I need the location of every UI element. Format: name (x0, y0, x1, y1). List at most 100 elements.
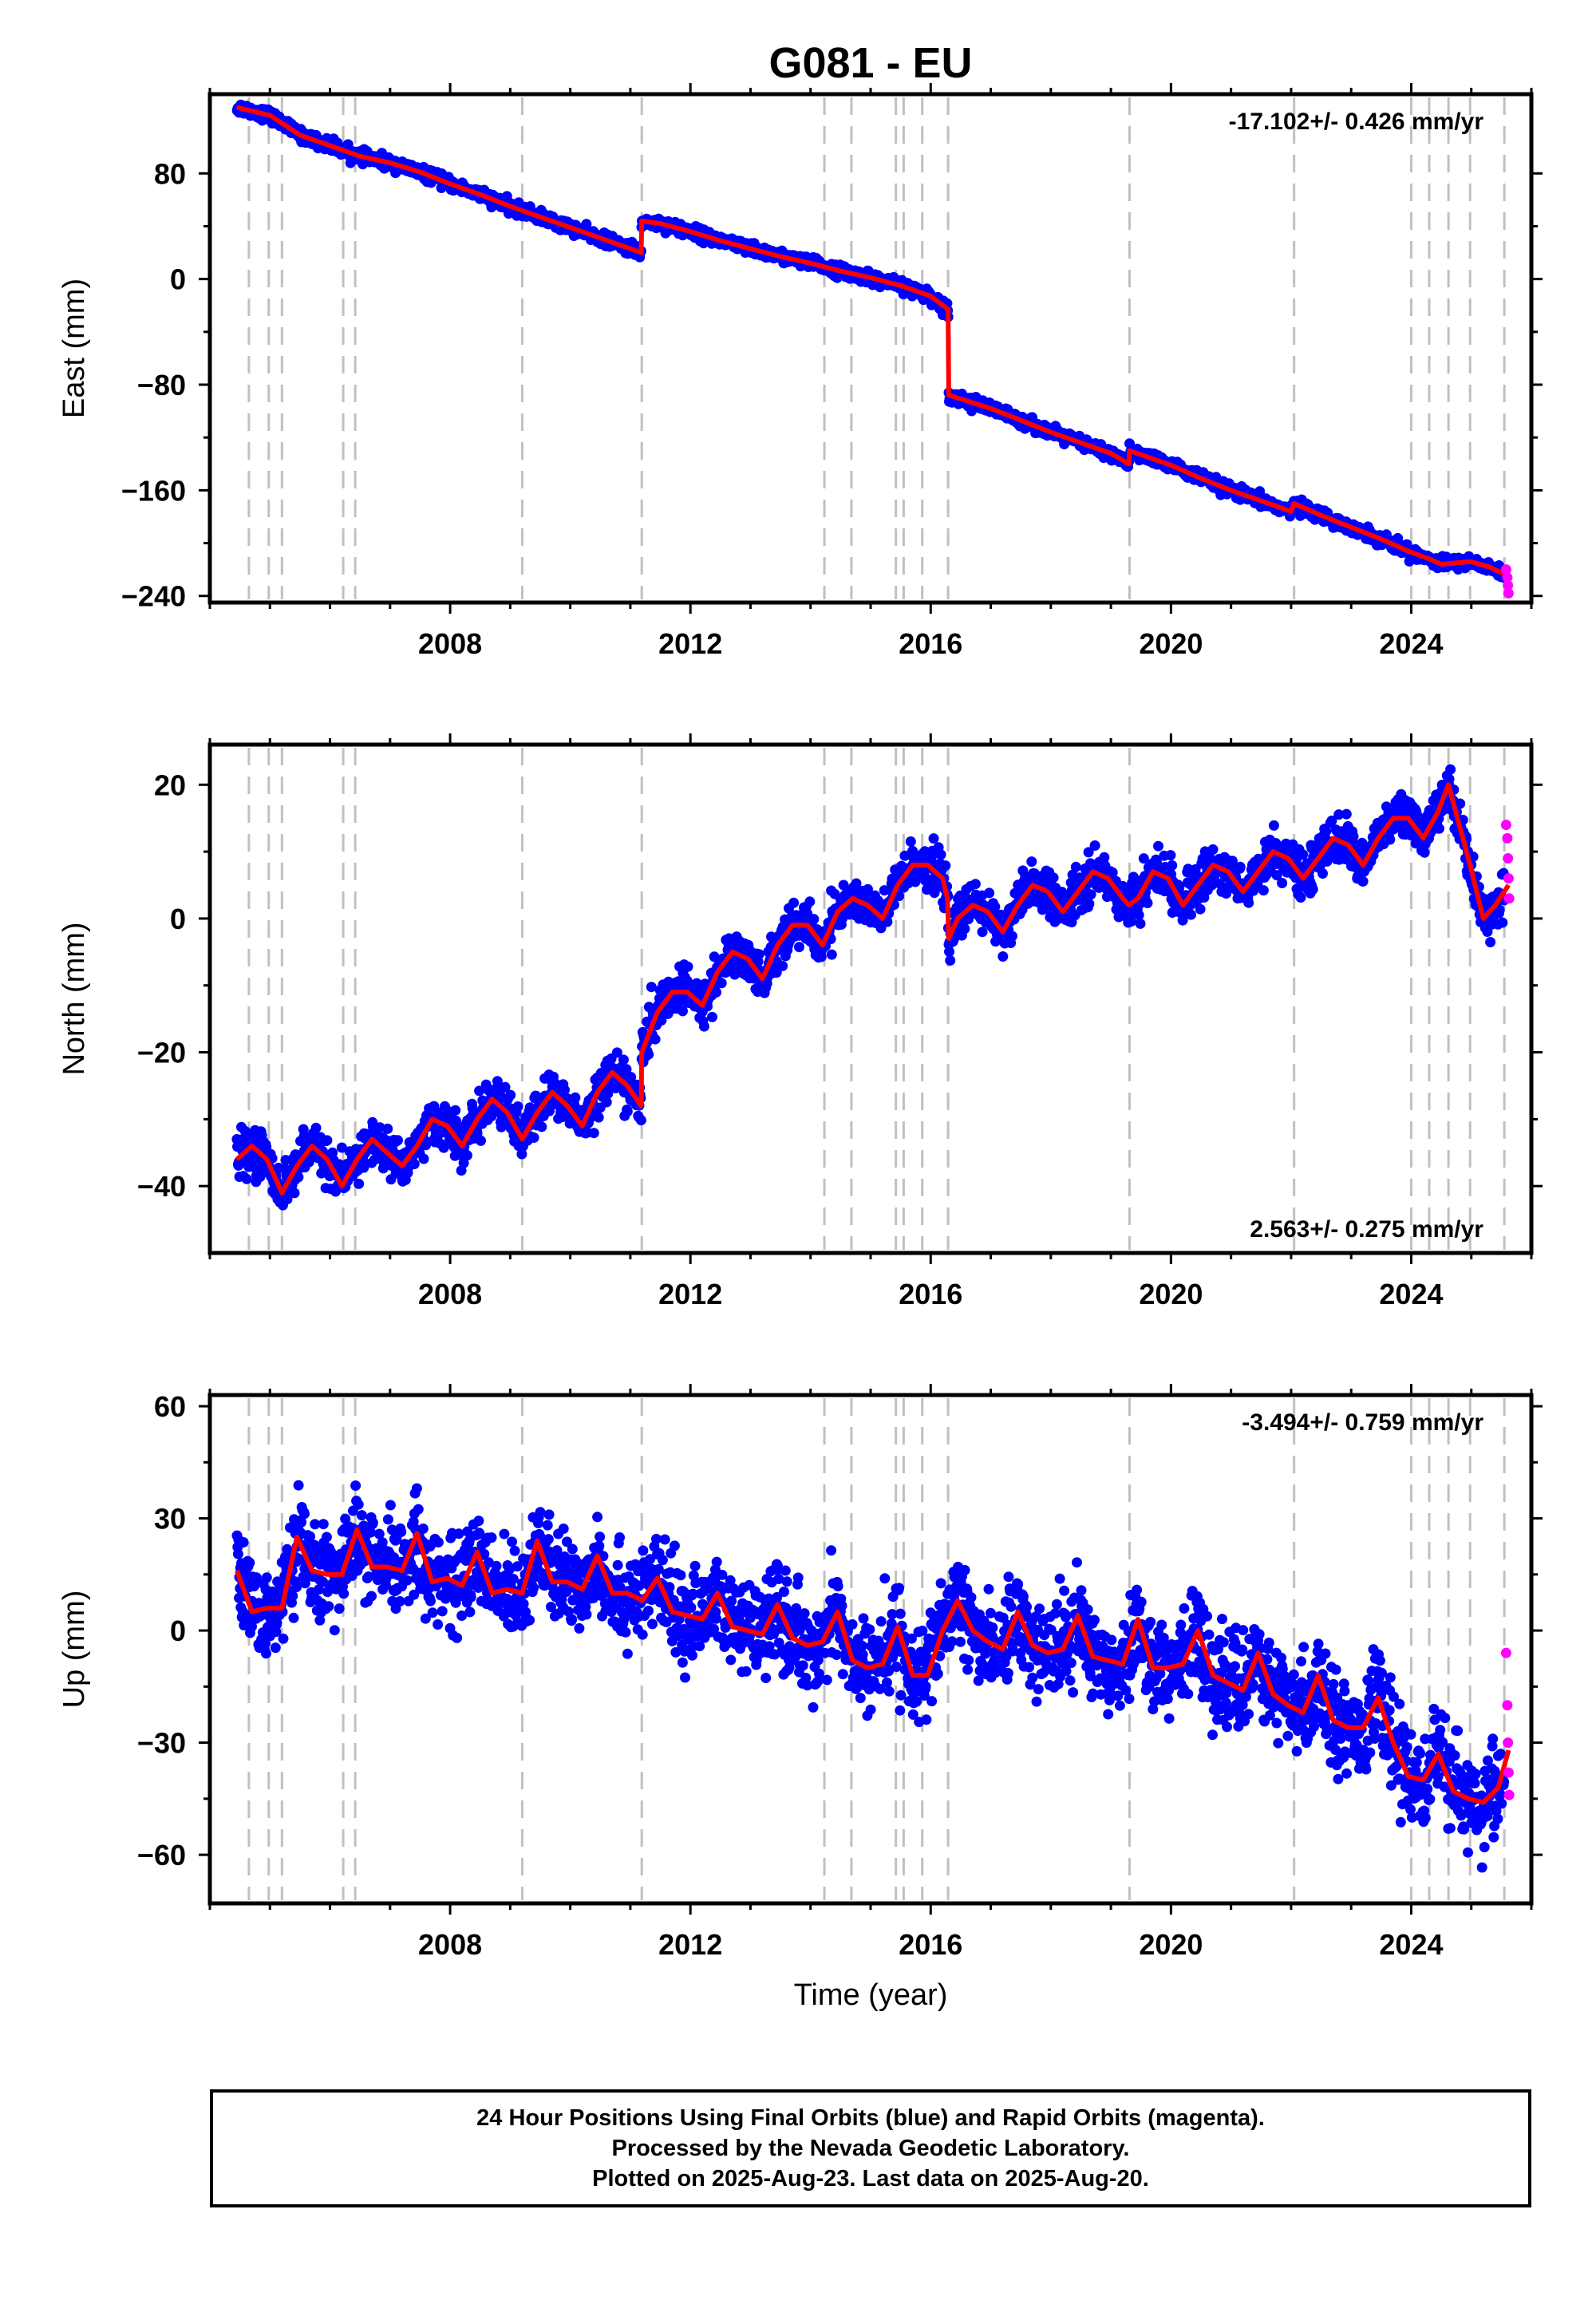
north-final-orbit-point (621, 1064, 632, 1075)
north-final-orbit-point (1277, 878, 1288, 888)
north-final-orbit-point (1186, 909, 1196, 920)
east-plot-area (231, 97, 1514, 599)
east-x-tick-label: 2016 (899, 627, 962, 660)
north-final-orbit-point (418, 1153, 429, 1164)
north-final-orbit-point (1048, 872, 1059, 883)
north-final-orbit-point (990, 901, 1001, 912)
north-final-orbit-point (1298, 849, 1309, 860)
north-final-orbit-point (678, 1006, 688, 1017)
north-final-orbit-point (851, 878, 862, 889)
north-final-orbit-point (928, 833, 939, 844)
north-final-orbit-point (1235, 861, 1246, 872)
north-final-orbit-point (458, 1157, 469, 1168)
north-final-orbit-point (1243, 897, 1254, 908)
north-final-orbit-point (374, 1122, 385, 1133)
north-final-orbit-point (698, 1021, 709, 1032)
north-final-orbit-point (944, 947, 954, 957)
north-final-orbit-point (716, 978, 727, 989)
north-final-orbit-point (711, 986, 721, 998)
north-final-orbit-point (492, 1076, 503, 1087)
east-y-tick-label: −80 (137, 369, 186, 401)
north-final-orbit-point (905, 836, 916, 847)
north-final-orbit-point (570, 1092, 581, 1103)
north-final-orbit-point (816, 951, 827, 962)
north-final-orbit-point (393, 1135, 403, 1146)
north-final-orbit-point (1006, 931, 1017, 942)
north-final-orbit-point (804, 896, 816, 907)
north-final-orbit-point (1135, 918, 1146, 929)
east-x-tick-label: 2008 (418, 627, 482, 660)
north-final-orbit-point (1133, 910, 1144, 920)
north-final-orbit-point (1153, 840, 1163, 852)
north-final-orbit-point (1317, 868, 1328, 879)
north-final-orbit-point (1271, 870, 1282, 881)
north-final-orbit-point (984, 887, 995, 899)
north-final-orbit-point (1084, 899, 1095, 909)
north-final-orbit-point (516, 1148, 527, 1160)
east-velocity-label: -17.102+/- 0.426 mm/yr (1229, 109, 1484, 135)
north-final-orbit-point (382, 1123, 393, 1134)
east-model-line (236, 105, 1510, 579)
north-final-orbit-point (1307, 883, 1318, 895)
north-final-orbit-points (231, 764, 1510, 1211)
north-final-orbit-point (1107, 867, 1118, 878)
east-y-axis-label: East (mm) (57, 279, 91, 418)
north-final-orbit-point (682, 961, 693, 972)
north-final-orbit-point (910, 876, 921, 887)
north-final-orbit-point (1295, 892, 1306, 903)
north-final-orbit-point (1258, 885, 1269, 896)
north-final-orbit-point (336, 1142, 347, 1153)
north-final-orbit-point (1099, 852, 1110, 863)
north-final-orbit-point (476, 1135, 486, 1146)
north-final-orbit-point (544, 1105, 555, 1117)
east-x-tick-label: 2024 (1379, 627, 1443, 660)
north-final-orbit-point (601, 1097, 612, 1108)
east-rapid-orbit-point (1502, 572, 1513, 583)
north-final-orbit-point (1165, 850, 1176, 861)
north-final-orbit-point (927, 849, 938, 860)
north-final-orbit-point (559, 1085, 570, 1096)
north-final-orbit-point (1085, 889, 1096, 900)
north-final-orbit-point (656, 1015, 667, 1026)
east-rapid-orbit-point (1503, 579, 1514, 591)
north-final-orbit-point (1142, 898, 1153, 908)
north-final-orbit-point (643, 1049, 654, 1060)
north-final-orbit-point (707, 1011, 717, 1022)
north-final-orbit-point (794, 942, 804, 953)
north-final-orbit-point (327, 1147, 338, 1158)
east-y-tick-label: −160 (121, 474, 186, 507)
north-final-orbit-point (1167, 860, 1178, 871)
north-final-orbit-point (255, 1172, 266, 1183)
north-final-orbit-point (505, 1089, 516, 1101)
north-final-orbit-point (293, 1172, 304, 1183)
north-final-orbit-point (495, 1089, 506, 1100)
north-final-orbit-point (998, 951, 1009, 962)
east-y-tick-label: 80 (154, 157, 186, 190)
north-final-orbit-point (1070, 861, 1081, 872)
north-final-orbit-point (826, 949, 837, 960)
north-final-orbit-point (1125, 916, 1136, 927)
north-final-orbit-point (512, 1101, 523, 1112)
north-final-orbit-point (935, 849, 946, 860)
north-final-orbit-point (1026, 856, 1037, 868)
north-final-orbit-point (808, 914, 820, 925)
north-final-orbit-point (970, 879, 981, 890)
figure-title: G081 - EU (768, 39, 972, 87)
north-final-orbit-point (1089, 840, 1100, 851)
north-final-orbit-point (1083, 847, 1094, 858)
north-final-orbit-point (409, 1159, 420, 1169)
north-final-orbit-point (500, 1081, 511, 1093)
east-y-tick-label: 0 (170, 263, 186, 296)
north-final-orbit-point (977, 927, 988, 938)
east-rapid-orbit-point (1500, 564, 1511, 575)
north-final-orbit-point (940, 860, 951, 871)
north-final-orbit-point (622, 1106, 633, 1117)
north-plot-area (231, 748, 1515, 1250)
north-final-orbit-point (528, 1132, 539, 1143)
north-final-orbit-point (788, 897, 800, 908)
north-final-orbit-point (777, 960, 788, 971)
north-final-orbit-point (593, 1112, 604, 1123)
